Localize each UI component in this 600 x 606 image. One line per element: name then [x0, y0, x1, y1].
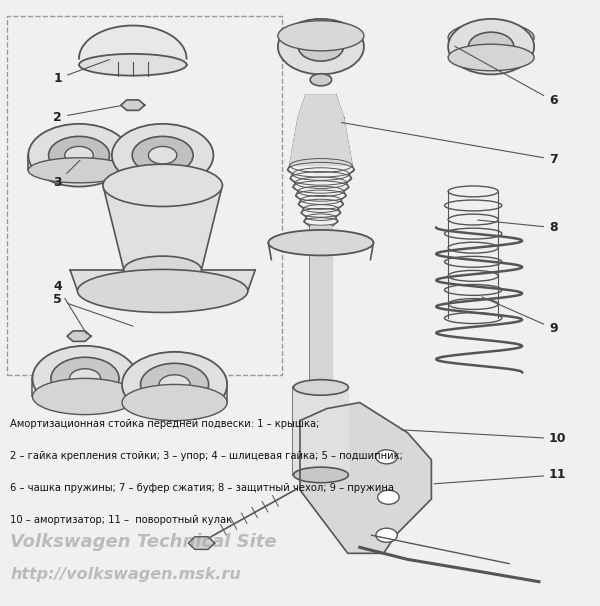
Ellipse shape — [140, 364, 209, 405]
Ellipse shape — [268, 230, 373, 255]
Text: 8: 8 — [478, 220, 557, 234]
Polygon shape — [300, 402, 431, 553]
Ellipse shape — [124, 256, 202, 284]
Text: 7: 7 — [341, 122, 558, 166]
Polygon shape — [70, 270, 255, 291]
Text: 3: 3 — [53, 160, 80, 189]
Text: 2: 2 — [53, 105, 121, 124]
Ellipse shape — [278, 19, 364, 75]
Ellipse shape — [293, 380, 349, 395]
Ellipse shape — [298, 32, 344, 61]
Text: 11: 11 — [434, 468, 566, 484]
Ellipse shape — [159, 375, 190, 394]
Ellipse shape — [122, 352, 227, 417]
Ellipse shape — [377, 490, 399, 504]
Text: 9: 9 — [482, 297, 557, 335]
Polygon shape — [121, 100, 145, 110]
Text: Volkswagen Technical Site: Volkswagen Technical Site — [10, 533, 277, 551]
Ellipse shape — [122, 384, 227, 421]
Ellipse shape — [112, 124, 214, 187]
Ellipse shape — [49, 136, 109, 174]
Polygon shape — [67, 331, 91, 341]
Ellipse shape — [79, 54, 187, 76]
Ellipse shape — [66, 347, 92, 362]
Ellipse shape — [32, 378, 137, 415]
Text: http://volkswagen.msk.ru: http://volkswagen.msk.ru — [10, 567, 241, 582]
Ellipse shape — [278, 21, 364, 51]
Ellipse shape — [448, 22, 534, 53]
Ellipse shape — [448, 44, 534, 71]
Ellipse shape — [103, 164, 223, 207]
Ellipse shape — [448, 19, 534, 75]
Ellipse shape — [51, 358, 119, 399]
Text: 10 – амортизатор; 11 –  поворотный кулак: 10 – амортизатор; 11 – поворотный кулак — [10, 514, 232, 525]
Ellipse shape — [28, 124, 130, 187]
Polygon shape — [290, 118, 352, 165]
Ellipse shape — [293, 467, 349, 483]
Text: 6 – чашка пружины; 7 – буфер сжатия; 8 – защитный чехол; 9 – пружина: 6 – чашка пружины; 7 – буфер сжатия; 8 –… — [10, 483, 394, 493]
Text: Амортизационная стойка передней подвески: 1 – крышка;: Амортизационная стойка передней подвески… — [10, 419, 320, 429]
Polygon shape — [188, 537, 215, 550]
Ellipse shape — [77, 270, 248, 313]
Ellipse shape — [376, 528, 397, 542]
Polygon shape — [310, 226, 332, 390]
Ellipse shape — [310, 74, 332, 86]
Polygon shape — [79, 25, 187, 65]
Polygon shape — [298, 95, 344, 118]
Ellipse shape — [376, 450, 397, 464]
Text: 6: 6 — [455, 46, 557, 107]
Text: 5: 5 — [53, 293, 133, 326]
Text: 10: 10 — [401, 430, 566, 445]
Ellipse shape — [132, 136, 193, 174]
Ellipse shape — [148, 147, 177, 164]
Text: 1: 1 — [53, 59, 109, 85]
Ellipse shape — [73, 351, 85, 358]
Ellipse shape — [70, 369, 101, 388]
Polygon shape — [293, 387, 349, 475]
Text: 4: 4 — [53, 280, 86, 334]
Polygon shape — [103, 185, 223, 270]
Text: 2 – гайка крепления стойки; 3 – упор; 4 – шлицевая гайка; 5 – подшипник;: 2 – гайка крепления стойки; 3 – упор; 4 … — [10, 451, 403, 461]
Bar — [7, 16, 282, 375]
Ellipse shape — [28, 158, 130, 183]
Ellipse shape — [469, 32, 514, 61]
Ellipse shape — [32, 346, 137, 411]
Ellipse shape — [65, 147, 93, 164]
